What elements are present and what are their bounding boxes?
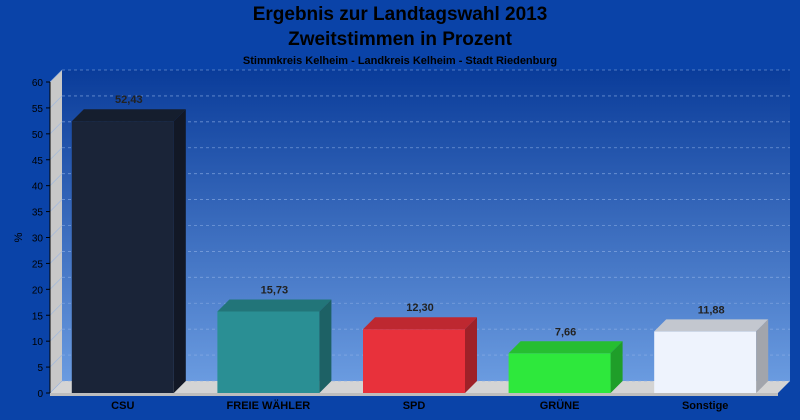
y-tick-label: 35 xyxy=(32,208,44,219)
x-tick-label: SPD xyxy=(403,400,426,412)
x-tick-label: FREIE WÄHLER xyxy=(227,399,311,412)
data-label: 7,66 xyxy=(555,326,576,338)
bar-side xyxy=(319,299,332,393)
data-label: 15,73 xyxy=(261,284,289,296)
grid-line xyxy=(49,354,63,368)
bar-front xyxy=(217,311,320,393)
y-tick-label: 50 xyxy=(32,130,44,141)
grid-line xyxy=(49,121,63,135)
y-tick-label: 30 xyxy=(32,234,44,245)
grid-line xyxy=(49,173,63,186)
bar-top xyxy=(217,299,332,312)
bar-side xyxy=(610,341,623,393)
x-tick-label: GRÜNE xyxy=(540,399,580,412)
bar-top xyxy=(654,319,769,332)
grid-line xyxy=(49,380,63,394)
bar-top xyxy=(363,317,477,330)
chart-caption: Stimmkreis Kelheim - Landkreis Kelheim -… xyxy=(242,55,558,67)
y-tick-label: 40 xyxy=(32,182,44,193)
data-label: 12,30 xyxy=(406,302,434,314)
y-tick-label: 55 xyxy=(32,104,44,115)
grid-line xyxy=(49,277,63,290)
y-tick-label: 20 xyxy=(32,285,44,296)
chart-subtitle: Zweitstimmen in Prozent xyxy=(288,29,512,50)
y-tick-label: 60 xyxy=(32,78,44,89)
grid-line xyxy=(49,95,63,109)
grid-line xyxy=(49,328,63,342)
x-tick-label: CSU xyxy=(111,400,134,412)
grid-line xyxy=(49,251,63,264)
bar-top xyxy=(71,109,186,122)
data-label: 11,88 xyxy=(698,304,725,316)
bar-top xyxy=(508,341,623,354)
x-tick-label: Sonstige xyxy=(682,400,728,412)
bar-side xyxy=(756,319,769,393)
grid-line xyxy=(49,69,63,83)
bar-front xyxy=(654,331,757,393)
chart-title: Ergebnis zur Landtagswahl 2013 xyxy=(252,4,548,25)
grid-line xyxy=(49,147,63,161)
plot-floor-edge xyxy=(50,393,778,396)
y-tick-label: 25 xyxy=(32,259,44,270)
grid-line xyxy=(49,225,63,238)
y-tick-label: 0 xyxy=(37,389,43,400)
y-tick-label: 15 xyxy=(32,311,44,322)
y-tick-label: 45 xyxy=(32,156,44,167)
y-tick-label: 10 xyxy=(32,337,44,348)
data-label: 52,43 xyxy=(115,94,143,106)
grid-line xyxy=(49,302,63,316)
bar-side xyxy=(173,109,186,394)
bar-front xyxy=(363,329,465,393)
bar-side xyxy=(465,317,477,393)
grid-line xyxy=(49,199,63,212)
y-tick-label: 5 xyxy=(37,363,43,374)
bar-front xyxy=(508,353,611,393)
bar-front xyxy=(71,121,174,394)
y-axis-label: % xyxy=(13,232,25,242)
